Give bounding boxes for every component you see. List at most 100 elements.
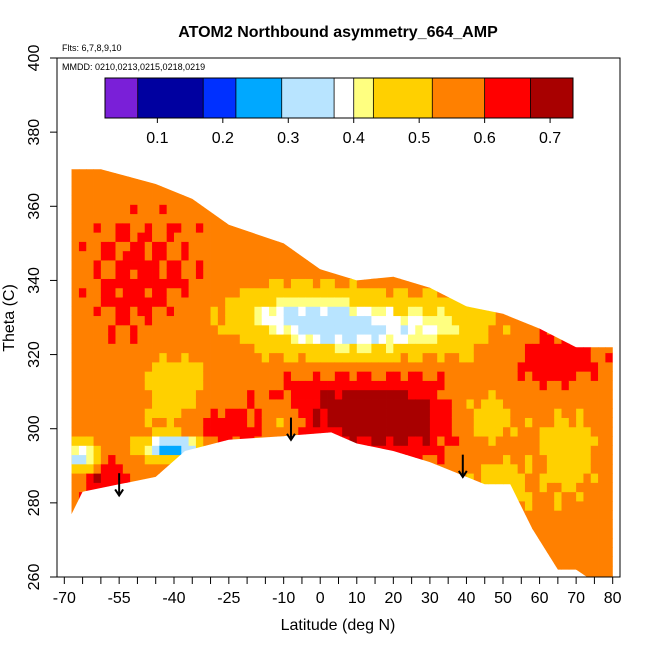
feature-arrows xyxy=(114,417,468,498)
heat-cell xyxy=(276,352,285,363)
heat-cell xyxy=(298,417,306,428)
heat-cell xyxy=(173,454,182,465)
heat-cell xyxy=(590,399,599,409)
heat-cell xyxy=(298,454,306,465)
heat-cell xyxy=(612,436,613,446)
heat-cell xyxy=(283,343,292,354)
heat-cell xyxy=(86,195,94,205)
heat-cell xyxy=(334,399,343,409)
heat-cell xyxy=(481,408,489,418)
heat-cell xyxy=(247,343,255,354)
heat-cell xyxy=(334,417,343,428)
heat-cell xyxy=(108,352,116,363)
heat-cell xyxy=(320,380,328,391)
heat-cell xyxy=(429,565,438,576)
x-tick-label: -70 xyxy=(53,590,76,607)
heat-cell xyxy=(144,334,153,344)
heat-cell xyxy=(254,501,263,511)
heat-cell xyxy=(400,371,409,381)
heat-cell xyxy=(290,408,299,418)
heat-cell xyxy=(524,389,533,400)
heat-cell xyxy=(225,204,233,215)
heat-cell xyxy=(269,547,277,558)
heat-cell xyxy=(429,408,438,418)
heat-cell xyxy=(71,232,73,242)
heat-cell xyxy=(495,306,504,317)
heat-cell xyxy=(510,445,519,456)
heat-cell xyxy=(166,343,175,354)
heat-cell xyxy=(122,463,131,474)
heat-cell xyxy=(334,389,343,400)
heat-cell xyxy=(612,297,613,307)
heat-cell xyxy=(539,408,548,418)
heat-cell xyxy=(429,260,438,270)
heat-cell xyxy=(312,250,321,261)
heat-cell xyxy=(510,204,519,215)
heat-cell xyxy=(590,491,599,502)
heat-cell xyxy=(232,491,241,502)
heat-cell xyxy=(495,436,504,446)
heat-cell xyxy=(283,463,292,474)
heat-cell xyxy=(108,417,116,428)
heat-cell xyxy=(532,371,540,381)
heat-cell xyxy=(86,176,94,187)
heat-cell xyxy=(144,538,153,548)
heat-cell xyxy=(283,519,292,530)
heat-cell xyxy=(407,389,416,400)
heat-cell xyxy=(115,324,124,335)
heat-cell xyxy=(71,176,80,187)
heat-cell xyxy=(93,241,102,252)
heat-cell xyxy=(217,297,226,307)
heat-cell xyxy=(130,352,138,363)
heat-cell xyxy=(598,380,606,391)
heat-cell xyxy=(276,306,285,317)
heat-cell xyxy=(495,185,504,196)
heat-cell xyxy=(261,260,270,270)
heat-cell xyxy=(254,361,263,372)
heat-cell xyxy=(590,195,599,205)
heat-cell xyxy=(481,260,489,270)
heat-cell xyxy=(276,556,285,567)
heat-cell xyxy=(327,343,336,354)
heat-cell xyxy=(503,510,511,520)
heat-cell xyxy=(298,213,306,224)
heat-cell xyxy=(517,222,526,233)
heat-cell xyxy=(466,176,475,187)
heat-cell xyxy=(159,297,168,307)
heat-cell xyxy=(583,399,592,409)
heat-cell xyxy=(188,454,197,465)
heat-cell xyxy=(290,204,299,215)
heat-cell xyxy=(100,195,109,205)
heat-cell xyxy=(100,185,109,196)
heat-cell xyxy=(108,436,116,446)
heat-cell xyxy=(290,232,299,242)
heat-cell xyxy=(612,269,613,279)
heat-cell xyxy=(386,352,394,363)
heat-cell xyxy=(437,380,445,391)
heat-cell xyxy=(195,297,204,307)
heat-cell xyxy=(422,222,431,233)
heat-cell xyxy=(429,436,438,446)
heat-cell xyxy=(100,565,109,576)
heat-cell xyxy=(195,260,204,270)
heat-cell xyxy=(371,528,380,539)
heat-cell xyxy=(393,519,402,530)
heat-cell xyxy=(195,417,204,428)
heat-cell xyxy=(327,538,336,548)
heat-cell xyxy=(598,389,606,400)
heat-cell xyxy=(78,232,87,242)
heat-cell xyxy=(334,250,343,261)
heat-cell xyxy=(532,389,540,400)
heat-cell xyxy=(546,538,555,548)
heat-cell xyxy=(459,528,467,539)
heat-cell xyxy=(466,399,475,409)
heat-cell xyxy=(503,380,511,391)
heat-cell xyxy=(605,501,613,511)
heat-cell xyxy=(152,389,160,400)
heat-cell xyxy=(583,361,592,372)
heat-cell xyxy=(517,408,526,418)
heat-cell xyxy=(612,501,613,511)
heat-cell xyxy=(247,306,255,317)
heat-cell xyxy=(576,436,584,446)
heat-cell xyxy=(210,445,219,456)
